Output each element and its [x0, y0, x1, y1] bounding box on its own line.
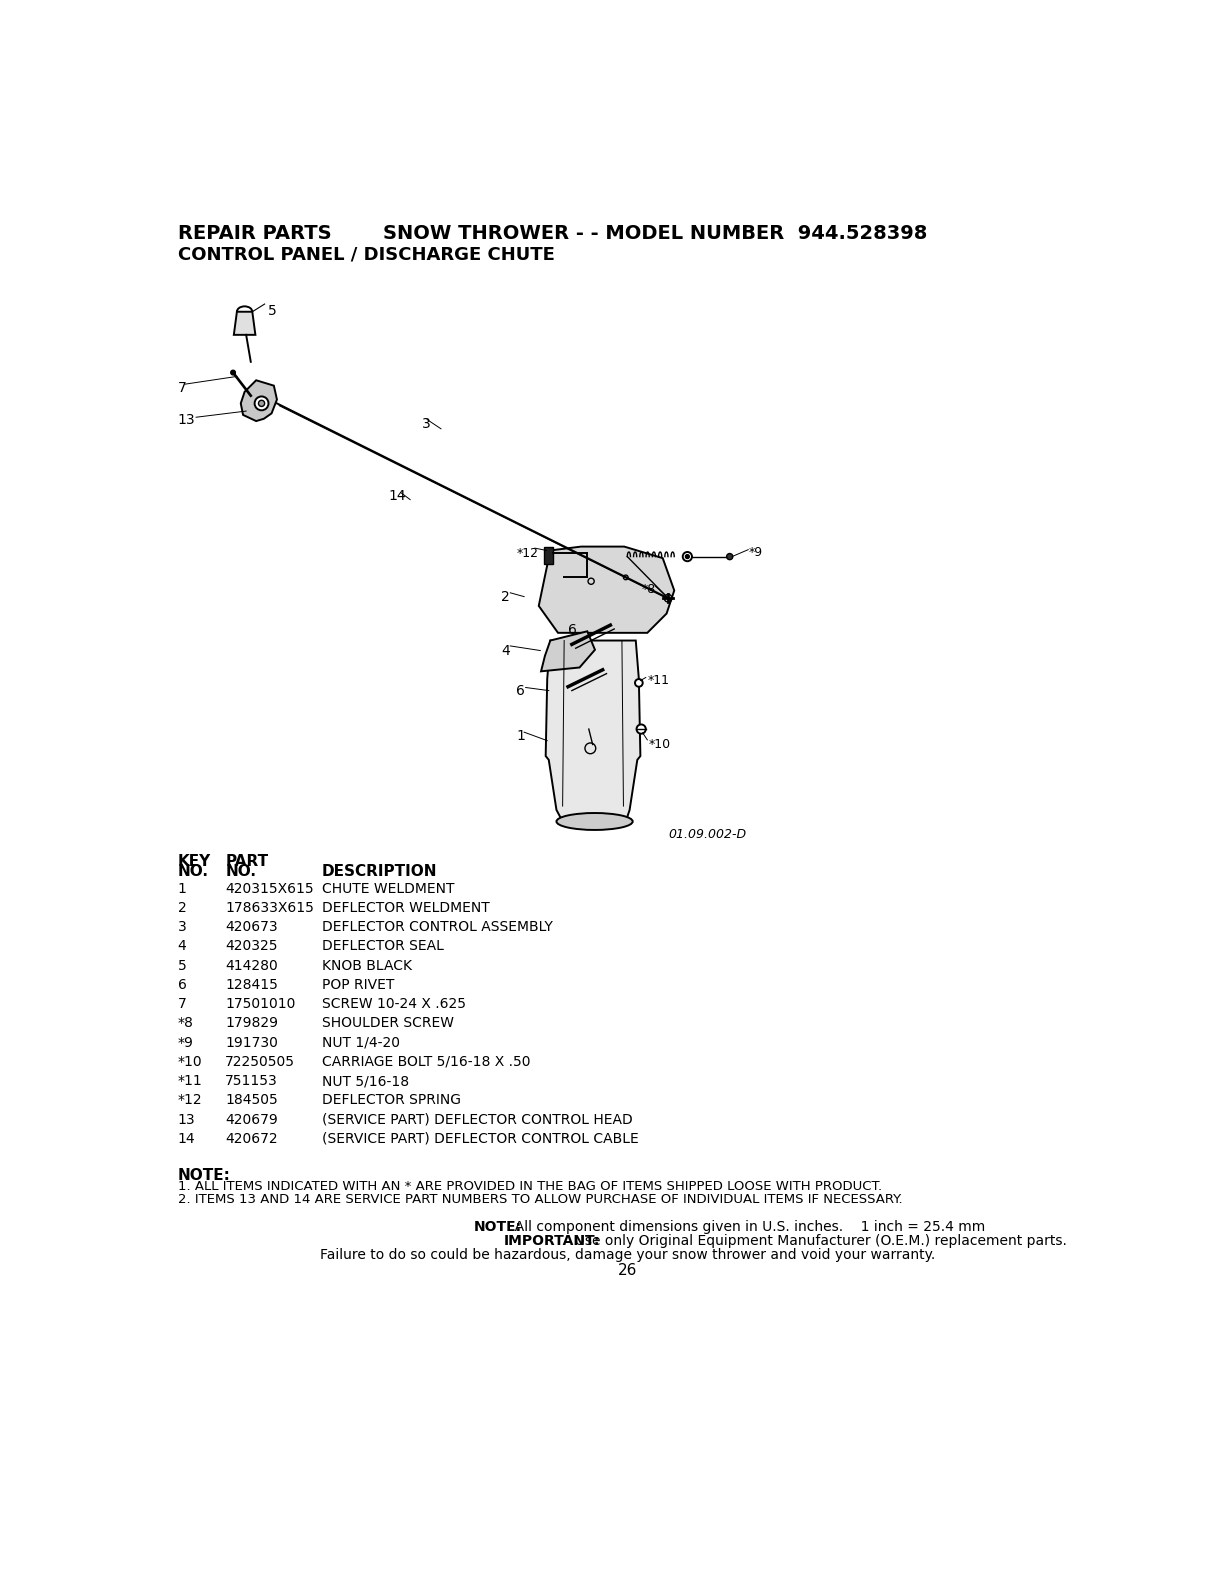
Text: 3: 3 [177, 920, 186, 935]
Text: 26: 26 [618, 1264, 636, 1278]
Text: (SERVICE PART) DEFLECTOR CONTROL HEAD: (SERVICE PART) DEFLECTOR CONTROL HEAD [322, 1112, 633, 1126]
Circle shape [635, 680, 643, 687]
Text: 4: 4 [177, 939, 186, 954]
Text: CARRIAGE BOLT 5/16-18 X .50: CARRIAGE BOLT 5/16-18 X .50 [322, 1055, 530, 1069]
Text: *8: *8 [641, 583, 655, 596]
Text: 420315X615: 420315X615 [225, 882, 315, 895]
Text: SCREW 10-24 X .625: SCREW 10-24 X .625 [322, 996, 465, 1011]
Text: Use only Original Equipment Manufacturer (O.E.M.) replacement parts.: Use only Original Equipment Manufacturer… [565, 1234, 1066, 1248]
Text: *9: *9 [749, 546, 763, 559]
Circle shape [636, 724, 646, 733]
Text: 184505: 184505 [225, 1093, 278, 1107]
Text: 5: 5 [268, 304, 277, 318]
Ellipse shape [557, 813, 633, 830]
Text: 7: 7 [177, 996, 186, 1011]
Circle shape [727, 553, 733, 559]
Text: Failure to do so could be hazardous, damage your snow thrower and void your warr: Failure to do so could be hazardous, dam… [319, 1248, 935, 1262]
Polygon shape [541, 632, 595, 672]
Circle shape [685, 554, 689, 559]
Text: SNOW THROWER - - MODEL NUMBER  944.528398: SNOW THROWER - - MODEL NUMBER 944.528398 [383, 223, 928, 242]
Text: *10: *10 [177, 1055, 202, 1069]
Text: DEFLECTOR WELDMENT: DEFLECTOR WELDMENT [322, 901, 490, 916]
Text: 1: 1 [517, 729, 525, 743]
Text: NOTE:: NOTE: [474, 1220, 521, 1234]
Circle shape [255, 396, 268, 410]
Text: 6: 6 [177, 977, 186, 992]
Text: 13: 13 [177, 1112, 196, 1126]
Text: *11: *11 [177, 1074, 202, 1088]
Text: 2: 2 [501, 591, 509, 605]
Text: (SERVICE PART) DEFLECTOR CONTROL CABLE: (SERVICE PART) DEFLECTOR CONTROL CABLE [322, 1133, 639, 1145]
Text: DEFLECTOR CONTROL ASSEMBLY: DEFLECTOR CONTROL ASSEMBLY [322, 920, 552, 935]
Text: 14: 14 [388, 489, 406, 502]
Text: 72250505: 72250505 [225, 1055, 295, 1069]
Text: NUT 1/4-20: NUT 1/4-20 [322, 1036, 399, 1050]
Text: REPAIR PARTS: REPAIR PARTS [177, 223, 332, 242]
Text: SHOULDER SCREW: SHOULDER SCREW [322, 1017, 454, 1030]
Text: 128415: 128415 [225, 977, 278, 992]
Polygon shape [241, 380, 277, 421]
Polygon shape [546, 640, 640, 822]
Text: 3: 3 [422, 417, 431, 431]
Text: DESCRIPTION: DESCRIPTION [322, 863, 437, 879]
Text: 414280: 414280 [225, 958, 278, 973]
Text: *12: *12 [177, 1093, 202, 1107]
Text: 6: 6 [568, 623, 577, 637]
Text: NUT 5/16-18: NUT 5/16-18 [322, 1074, 409, 1088]
Text: 420673: 420673 [225, 920, 278, 935]
Text: 14: 14 [177, 1133, 196, 1145]
Text: 2: 2 [177, 901, 186, 916]
Text: CONTROL PANEL / DISCHARGE CHUTE: CONTROL PANEL / DISCHARGE CHUTE [177, 246, 554, 263]
Text: 751153: 751153 [225, 1074, 278, 1088]
Text: *10: *10 [649, 738, 671, 751]
Polygon shape [234, 312, 256, 334]
Text: KNOB BLACK: KNOB BLACK [322, 958, 411, 973]
Circle shape [683, 551, 692, 561]
Text: 5: 5 [177, 958, 186, 973]
Circle shape [258, 401, 264, 407]
Text: 01.09.002-D: 01.09.002-D [668, 827, 747, 841]
Text: 2. ITEMS 13 AND 14 ARE SERVICE PART NUMBERS TO ALLOW PURCHASE OF INDIVIDUAL ITEM: 2. ITEMS 13 AND 14 ARE SERVICE PART NUMB… [177, 1193, 902, 1207]
Text: 420679: 420679 [225, 1112, 278, 1126]
Text: All component dimensions given in U.S. inches.    1 inch = 25.4 mm: All component dimensions given in U.S. i… [506, 1220, 985, 1234]
Text: 1: 1 [177, 882, 186, 895]
Text: DEFLECTOR SPRING: DEFLECTOR SPRING [322, 1093, 460, 1107]
Text: DEFLECTOR SEAL: DEFLECTOR SEAL [322, 939, 443, 954]
Text: PART: PART [225, 854, 268, 868]
Text: 420672: 420672 [225, 1133, 278, 1145]
Text: 13: 13 [177, 413, 196, 428]
Text: 420325: 420325 [225, 939, 278, 954]
Text: NOTE:: NOTE: [177, 1167, 230, 1183]
Polygon shape [539, 546, 674, 634]
Text: 1. ALL ITEMS INDICATED WITH AN * ARE PROVIDED IN THE BAG OF ITEMS SHIPPED LOOSE : 1. ALL ITEMS INDICATED WITH AN * ARE PRO… [177, 1180, 881, 1193]
Text: 191730: 191730 [225, 1036, 278, 1050]
Text: 7: 7 [177, 382, 186, 394]
Text: *12: *12 [517, 546, 539, 559]
Text: POP RIVET: POP RIVET [322, 977, 394, 992]
Text: NO.: NO. [225, 863, 256, 879]
Text: 6: 6 [517, 684, 525, 699]
Circle shape [231, 371, 235, 375]
Text: KEY: KEY [177, 854, 211, 868]
Text: 179829: 179829 [225, 1017, 278, 1030]
Text: 17501010: 17501010 [225, 996, 296, 1011]
Text: CHUTE WELDMENT: CHUTE WELDMENT [322, 882, 454, 895]
Text: 178633X615: 178633X615 [225, 901, 315, 916]
Text: 4: 4 [501, 645, 509, 659]
Text: *11: *11 [647, 673, 670, 686]
Text: *9: *9 [177, 1036, 193, 1050]
Text: *8: *8 [177, 1017, 193, 1030]
Text: IMPORTANT:: IMPORTANT: [504, 1234, 601, 1248]
Text: NO.: NO. [177, 863, 208, 879]
Bar [545, 546, 553, 564]
